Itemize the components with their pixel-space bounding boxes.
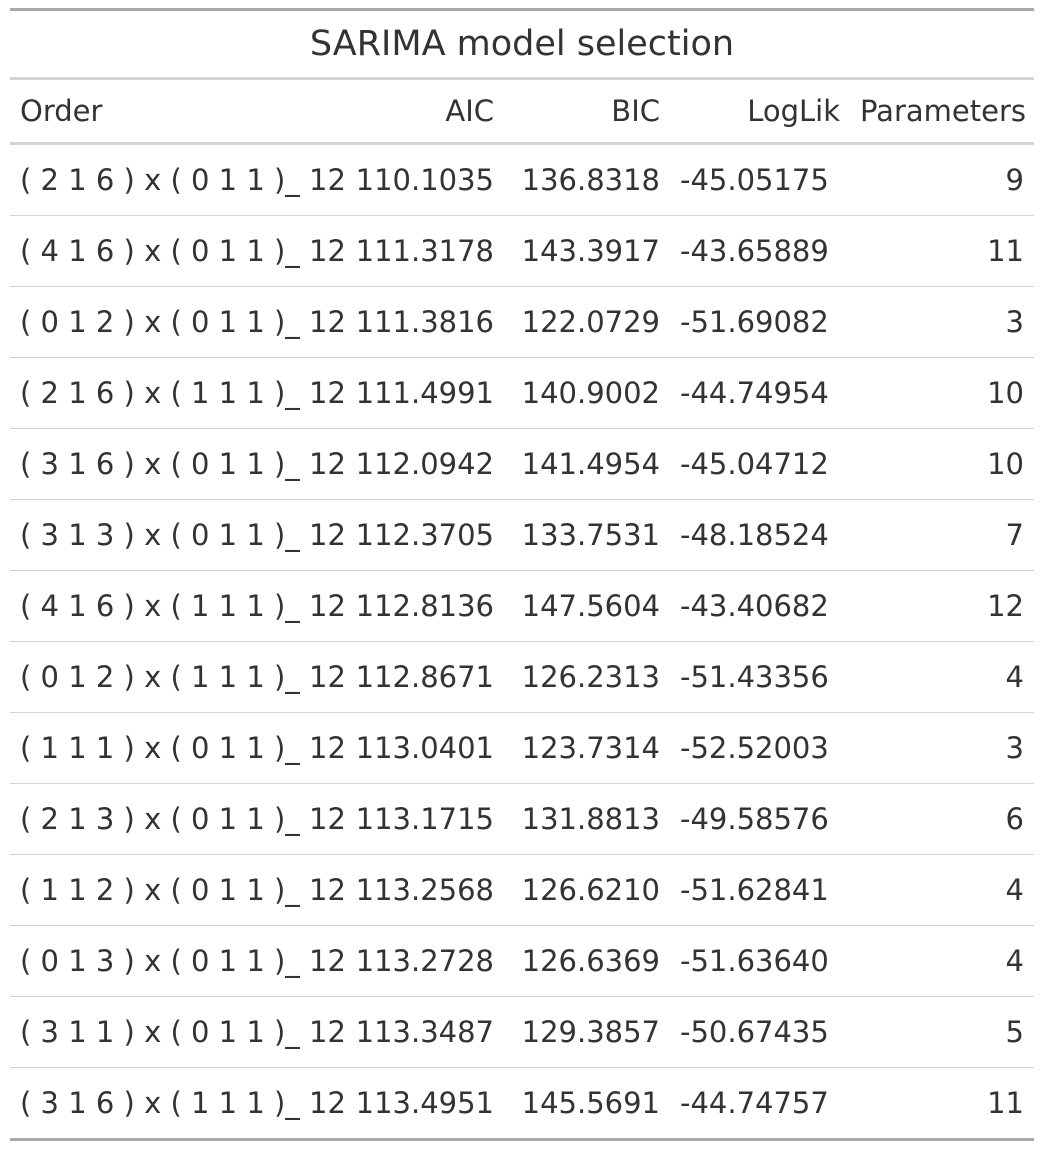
table-row: ( 2 1 6 ) x ( 1 1 1 )_ 12 111.4991 140.900… — [10, 357, 1034, 429]
bic-cell: 141.4954 — [504, 428, 670, 500]
loglik-cell: -51.69082 — [670, 286, 850, 358]
loglik-cell: -44.74954 — [670, 357, 850, 429]
table-row: ( 2 1 3 ) x ( 0 1 1 )_ 12 113.1715 131.881… — [10, 783, 1034, 855]
bic-cell: 129.3857 — [504, 996, 670, 1068]
order-cell: ( 3 1 1 ) x ( 0 1 1 )_ 12 — [10, 996, 346, 1068]
order-cell: ( 3 1 3 ) x ( 0 1 1 )_ 12 — [10, 499, 346, 571]
table-title-row: SARIMA model selection — [10, 9, 1034, 80]
aic-cell: 113.4951 — [355, 1086, 494, 1120]
aic-cell: 112.8671 — [338, 641, 504, 713]
aic-cell: 110.1035 — [338, 143, 504, 216]
aic-cell: 113.3487 — [338, 996, 504, 1068]
table-row: ( 1 1 2 ) x ( 0 1 1 )_ 12 113.2568 126.621… — [10, 854, 1034, 926]
bic-cell: 133.7531 — [504, 499, 670, 571]
sarima-model-table: SARIMA model selection Order AIC BIC Log… — [10, 8, 1034, 1141]
order-cell: ( 3 1 6 ) x ( 0 1 1 )_ 12 — [10, 428, 346, 500]
parameters-cell: 5 — [850, 996, 1034, 1068]
bic-cell: 126.6369 — [504, 925, 670, 997]
parameters-cell: 4 — [850, 925, 1034, 997]
loglik-cell: -51.63640 — [670, 925, 850, 997]
order-cell: ( 0 1 3 ) x ( 0 1 1 )_ 12 — [10, 925, 346, 997]
table-title: SARIMA model selection — [10, 9, 1034, 80]
order-cell: ( 1 1 2 ) x ( 0 1 1 )_ 12 — [10, 854, 346, 926]
bic-cell: 136.8318 — [504, 143, 670, 216]
parameters-cell: 10 — [850, 357, 1034, 429]
parameters-cell: 11 — [987, 1086, 1024, 1120]
order-cell: ( 1 1 1 ) x ( 0 1 1 )_ 12 — [10, 712, 346, 784]
parameters-cell: 3 — [850, 712, 1034, 784]
bic-cell: 147.5604 — [504, 570, 670, 642]
table-row: ( 0 1 2 ) x ( 0 1 1 )_ 12 111.3816 122.072… — [10, 286, 1034, 358]
bic-cell: 145.5691 — [521, 1086, 660, 1120]
bic-cell: 131.8813 — [504, 783, 670, 855]
order-cell: ( 2 1 6 ) x ( 1 1 1 )_ 12 — [10, 357, 346, 429]
order-cell: ( 4 1 6 ) x ( 1 1 1 )_ 12 — [10, 570, 346, 642]
parameters-cell: 6 — [850, 783, 1034, 855]
table-row: ( 3 1 1 ) x ( 0 1 1 )_ 12 113.3487 129.385… — [10, 996, 1034, 1068]
bic-cell: 140.9002 — [504, 357, 670, 429]
table-row: ( 0 1 2 ) x ( 1 1 1 )_ 12 112.8671 126.231… — [10, 641, 1034, 713]
table-row: ( 3 1 3 ) x ( 0 1 1 )_ 12 112.3705 133.753… — [10, 499, 1034, 571]
parameters-cell: 10 — [850, 428, 1034, 500]
parameters-cell: 4 — [850, 854, 1034, 926]
loglik-cell: -48.18524 — [670, 499, 850, 571]
loglik-cell: -43.40682 — [670, 570, 850, 642]
parameters-cell: 7 — [850, 499, 1034, 571]
loglik-cell: -49.58576 — [670, 783, 850, 855]
aic-cell: 111.3816 — [338, 286, 504, 358]
table-row: ( 4 1 6 ) x ( 0 1 1 )_ 12 111.3178 143.391… — [10, 215, 1034, 287]
parameters-cell: 3 — [850, 286, 1034, 358]
loglik-cell: -51.62841 — [670, 854, 850, 926]
aic-cell: 111.4991 — [338, 357, 504, 429]
table-body: ( 2 1 6 ) x ( 0 1 1 )_ 12 110.1035 136.831… — [10, 143, 1034, 1140]
column-header-row: Order AIC BIC LogLik Parameters — [10, 78, 1034, 145]
parameters-cell: 4 — [850, 641, 1034, 713]
parameters-cell: 11 — [850, 215, 1034, 287]
column-header-aic: AIC — [338, 78, 504, 145]
column-header-order: Order — [10, 78, 338, 145]
table-row: ( 3 1 6 ) x ( 1 1 1 )_ 12 113.4951 145.569… — [10, 1068, 1034, 1140]
loglik-cell: -50.67435 — [670, 996, 850, 1068]
model-selection-table-wrapper: SARIMA model selection Order AIC BIC Log… — [10, 8, 1034, 1141]
loglik-cell: -43.65889 — [670, 215, 850, 287]
column-header-parameters: Parameters — [850, 78, 1034, 145]
parameters-cell: 12 — [850, 570, 1034, 642]
order-cell: ( 3 1 6 ) x ( 1 1 1 )_ 12 — [20, 1086, 346, 1120]
aic-cell: 112.8136 — [338, 570, 504, 642]
table-row: ( 4 1 6 ) x ( 1 1 1 )_ 12 112.8136 147.560… — [10, 570, 1034, 642]
order-cell: ( 2 1 6 ) x ( 0 1 1 )_ 12 — [10, 143, 346, 216]
table-row: ( 1 1 1 ) x ( 0 1 1 )_ 12 113.0401 123.731… — [10, 712, 1034, 784]
aic-cell: 112.3705 — [338, 499, 504, 571]
bic-cell: 143.3917 — [504, 215, 670, 287]
column-header-loglik: LogLik — [670, 78, 850, 145]
order-cell: ( 2 1 3 ) x ( 0 1 1 )_ 12 — [10, 783, 346, 855]
loglik-cell: -45.04712 — [670, 428, 850, 500]
aic-cell: 113.2728 — [338, 925, 504, 997]
bic-cell: 122.0729 — [504, 286, 670, 358]
aic-cell: 113.0401 — [338, 712, 504, 784]
loglik-cell: -52.52003 — [670, 712, 850, 784]
table-row: ( 0 1 3 ) x ( 0 1 1 )_ 12 113.2728 126.636… — [10, 925, 1034, 997]
order-cell: ( 0 1 2 ) x ( 1 1 1 )_ 12 — [10, 641, 346, 713]
table-row: ( 2 1 6 ) x ( 0 1 1 )_ 12 110.1035 136.831… — [10, 143, 1034, 216]
order-cell: ( 0 1 2 ) x ( 0 1 1 )_ 12 — [10, 286, 346, 358]
bic-cell: 126.2313 — [504, 641, 670, 713]
parameters-cell: 9 — [850, 143, 1034, 216]
loglik-cell: -44.74757 — [680, 1086, 829, 1120]
loglik-cell: -51.43356 — [670, 641, 850, 713]
table-row: ( 3 1 6 ) x ( 0 1 1 )_ 12 112.0942 141.495… — [10, 428, 1034, 500]
loglik-cell: -45.05175 — [670, 143, 850, 216]
aic-cell: 111.3178 — [338, 215, 504, 287]
bic-cell: 123.7314 — [504, 712, 670, 784]
aic-cell: 113.2568 — [338, 854, 504, 926]
aic-cell: 113.1715 — [338, 783, 504, 855]
order-cell: ( 4 1 6 ) x ( 0 1 1 )_ 12 — [10, 215, 346, 287]
aic-cell: 112.0942 — [338, 428, 504, 500]
bic-cell: 126.6210 — [504, 854, 670, 926]
column-header-bic: BIC — [504, 78, 670, 145]
